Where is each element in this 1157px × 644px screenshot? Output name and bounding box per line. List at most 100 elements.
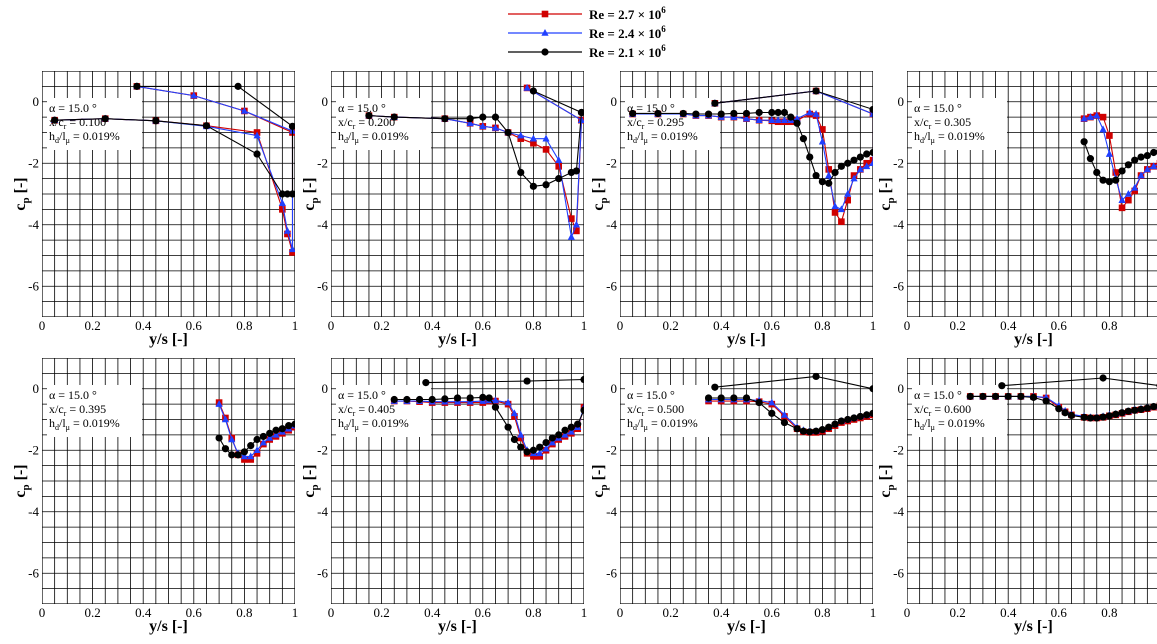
data-point <box>869 106 876 113</box>
y-tick-label: 0 <box>898 94 905 109</box>
data-point <box>1112 177 1119 184</box>
x-tick-label: 1 <box>870 605 877 620</box>
data-point <box>1118 167 1125 174</box>
y-axis-label-main: c <box>877 491 894 498</box>
y-tick-label: 0 <box>611 381 618 396</box>
data-point <box>505 129 512 136</box>
data-point <box>555 431 562 438</box>
x-tick-label: 0.6 <box>475 605 492 620</box>
y-tick-label: -4 <box>606 217 617 232</box>
x-tick-label: 0.6 <box>186 605 203 620</box>
x-tick-label: 0 <box>904 318 911 333</box>
legend-label: Re = 2.4 × 106 <box>589 24 666 41</box>
annotation-roughness: hd/lμ = 0.019% <box>627 129 698 145</box>
annotation-h-val: = 0.019% <box>70 129 120 143</box>
annotation-roughness: hd/lμ = 0.019% <box>49 129 120 145</box>
data-point <box>781 109 788 116</box>
x-tick-label: 0.8 <box>525 318 541 333</box>
y-axis-label-unit: [-] <box>301 464 318 484</box>
data-point <box>523 377 530 384</box>
data-point <box>1118 409 1125 416</box>
data-point <box>869 149 876 156</box>
x-tick-label: 0 <box>328 605 335 620</box>
y-tick-label: -2 <box>606 442 617 457</box>
annotation-xc-pre: x/c <box>627 402 642 416</box>
data-point <box>422 379 429 386</box>
x-axis-label: y/s [-] <box>149 618 188 635</box>
annotation-h-val: = 0.019% <box>648 416 698 430</box>
x-tick-label: 0.6 <box>1051 605 1068 620</box>
data-point <box>441 115 448 122</box>
annotation-xc-pre: x/c <box>49 402 64 416</box>
data-point <box>1150 149 1157 156</box>
y-axis-label-main: c <box>12 204 29 211</box>
y-axis-label-main: c <box>301 491 318 498</box>
y-tick-label: -6 <box>317 278 328 293</box>
data-point <box>580 376 587 383</box>
annotation-xc-val: = 0.295 <box>644 115 684 129</box>
y-tick-label: -6 <box>28 278 39 293</box>
annotation-h-val: = 0.019% <box>935 416 985 430</box>
x-tick-label: 1 <box>870 318 877 333</box>
data-point <box>152 117 159 124</box>
data-point <box>832 209 839 216</box>
data-point <box>285 422 292 429</box>
data-point <box>838 218 845 225</box>
x-tick-label: 0.2 <box>949 605 965 620</box>
y-tick-label: -6 <box>317 565 328 580</box>
data-point <box>819 138 826 145</box>
x-tick-label: 0.2 <box>373 605 389 620</box>
data-point <box>1144 405 1151 412</box>
data-point <box>768 109 775 116</box>
data-point <box>416 396 423 403</box>
data-point <box>756 109 763 116</box>
data-point <box>573 167 580 174</box>
y-tick-label: -2 <box>606 155 617 170</box>
data-point <box>1100 114 1107 121</box>
data-point <box>692 110 699 117</box>
annotation-h-val: = 0.019% <box>935 129 985 143</box>
data-point <box>800 428 807 435</box>
data-point <box>272 427 279 434</box>
data-point <box>492 404 499 411</box>
data-point <box>574 421 581 428</box>
annotation-alpha: α = 15.0 ° <box>338 388 386 402</box>
x-axis-label: y/s [-] <box>727 331 766 348</box>
data-point <box>133 83 140 90</box>
y-axis-label-unit: [-] <box>590 177 607 197</box>
data-point <box>718 394 725 401</box>
data-point <box>654 110 661 117</box>
data-point <box>850 157 857 164</box>
x-tick-label: 0.6 <box>764 318 781 333</box>
legend-exponent: 6 <box>661 43 666 53</box>
data-point <box>711 100 718 107</box>
annotation-h-val: = 0.019% <box>359 129 409 143</box>
annotation-xc-pre: x/c <box>338 115 353 129</box>
data-point <box>492 114 499 121</box>
data-point <box>800 135 807 142</box>
data-point <box>1112 411 1119 418</box>
data-point <box>838 163 845 170</box>
data-point <box>756 399 763 406</box>
data-point <box>1125 161 1132 168</box>
data-point <box>1099 177 1106 184</box>
data-point <box>1093 414 1100 421</box>
annotation-roughness: hd/lμ = 0.019% <box>914 129 985 145</box>
chart-panel: 00.20.40.60.81-6-4-20y/s [-]cp [-]α = 15… <box>877 358 1157 635</box>
data-point <box>102 115 109 122</box>
data-point <box>1043 397 1050 404</box>
y-tick-label: -2 <box>893 442 904 457</box>
y-tick-label: 0 <box>611 94 618 109</box>
y-axis-label-main: c <box>12 491 29 498</box>
y-tick-label: -4 <box>893 504 904 519</box>
y-axis-label-main: c <box>590 204 607 211</box>
data-point <box>216 434 223 441</box>
data-point <box>680 110 687 117</box>
data-point <box>1099 374 1106 381</box>
data-point <box>555 156 562 163</box>
y-tick-label: -4 <box>28 217 39 232</box>
data-point <box>1081 414 1088 421</box>
